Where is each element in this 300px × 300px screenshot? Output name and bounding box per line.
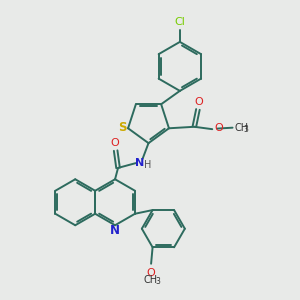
Text: O: O — [110, 138, 119, 148]
Text: 3: 3 — [243, 125, 248, 134]
Text: N: N — [135, 158, 144, 167]
Text: N: N — [110, 224, 119, 237]
Text: O: O — [214, 123, 224, 133]
Text: CH: CH — [144, 275, 158, 285]
Text: O: O — [194, 97, 203, 107]
Text: 3: 3 — [155, 278, 160, 286]
Text: O: O — [146, 268, 155, 278]
Text: H: H — [144, 160, 152, 170]
Text: CH: CH — [234, 123, 248, 133]
Text: S: S — [118, 121, 127, 134]
Text: Cl: Cl — [174, 17, 185, 27]
